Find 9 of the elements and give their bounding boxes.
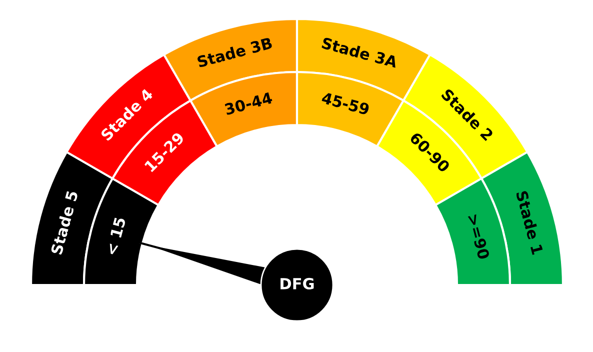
data-label: >=90	[467, 214, 490, 260]
slice-label: Stade 1	[516, 190, 544, 255]
data-label: 45-59	[321, 92, 370, 116]
slice-label: Stade 5	[50, 190, 78, 255]
data-label: < 15	[105, 216, 126, 256]
data-label: 30-44	[224, 92, 273, 116]
slice-label: Stade 3A	[321, 36, 398, 68]
text: DFG	[280, 278, 314, 290]
slice-label: Stade 3B	[196, 36, 273, 68]
